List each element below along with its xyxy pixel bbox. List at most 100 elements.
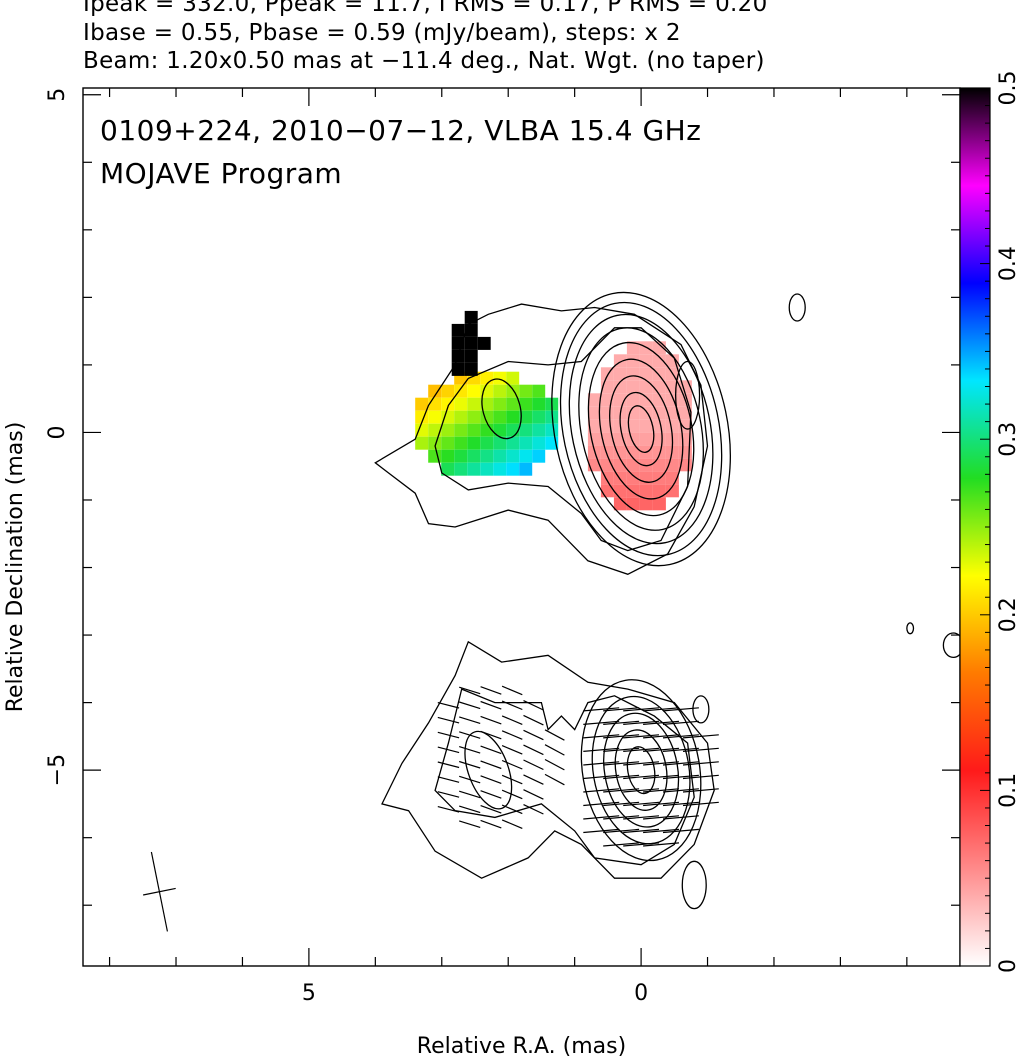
evpa-vector (501, 789, 523, 800)
evpa-vector (682, 788, 719, 793)
evpa-vector (544, 744, 565, 756)
pol-fraction-pixel (626, 484, 640, 498)
header-line-1: Ipeak = 332.0, Ppeak = 11.7, I RMS = 0.1… (83, 0, 768, 17)
pol-fraction-pixel (652, 484, 666, 498)
pol-fraction-pixel (506, 423, 520, 437)
evpa-vector (583, 788, 620, 793)
core-contour (609, 375, 674, 483)
pol-fraction-pixel (467, 384, 481, 398)
evpa-vector (583, 828, 620, 834)
pol-fraction-pixel (652, 497, 666, 511)
colorbar-tick-label: 0.1 (996, 773, 1021, 808)
pol-fraction-pixel (467, 436, 481, 450)
evpa-vector (437, 761, 460, 769)
evpa-vector (643, 761, 680, 766)
pol-fraction-pixel (480, 384, 494, 398)
evpa-vector (623, 842, 660, 847)
evpa-vector (523, 714, 544, 726)
plot-title-line-1: 0109+224, 2010−07−12, VLBA 15.4 GHz (100, 114, 701, 147)
pol-fraction-pixel (506, 449, 520, 463)
pol-fraction-pixel (639, 419, 653, 433)
evpa-vector (523, 729, 544, 741)
evpa-vector (501, 715, 523, 725)
evpa-vector (501, 804, 523, 815)
pol-fraction-pixel (639, 497, 653, 511)
pol-fraction-pixel (626, 419, 640, 433)
evpa-vector (623, 788, 660, 793)
pol-fraction-pixel (415, 397, 429, 411)
pol-fraction-pixel (532, 410, 546, 424)
colorbar-tick-label: 0.5 (996, 71, 1021, 106)
pol-fraction-pixel (652, 458, 666, 472)
pol-fraction-pixel (639, 432, 653, 446)
evpa-vector (662, 761, 699, 766)
isolated-contour (674, 360, 701, 430)
pol-fraction-pixel (519, 410, 533, 424)
colorbar-tick-label: 0.3 (996, 422, 1021, 457)
evpa-vector (603, 842, 640, 847)
evpa-vector (623, 828, 660, 834)
pol-fraction-pixel (600, 432, 614, 446)
core-contour (619, 391, 663, 467)
pol-fraction-pixel (477, 336, 491, 350)
pol-fraction-pixel (600, 458, 614, 472)
pol-fraction-pixel (639, 406, 653, 420)
pol-fraction-pixel (454, 397, 468, 411)
evpa-vector (583, 707, 620, 712)
pol-fraction-pixel (519, 436, 533, 450)
pol-fraction-pixel (480, 462, 494, 476)
pol-fraction-pixel (532, 423, 546, 437)
pol-fraction-pixel (451, 323, 465, 337)
pol-fraction-pixel (626, 393, 640, 407)
pol-fraction-pixel (587, 419, 601, 433)
pol-fraction-pixel (493, 397, 507, 411)
y-tick-label: 5 (45, 88, 70, 102)
pol-fraction-pixel (415, 436, 429, 450)
pol-fraction-pixel (454, 410, 468, 424)
evpa-vector (437, 731, 460, 739)
pol-fraction-pixel (600, 419, 614, 433)
evpa-vector (480, 745, 502, 755)
pol-fraction-pixel (480, 371, 494, 385)
evpa-vector (643, 747, 680, 752)
pol-fraction-pixel (652, 406, 666, 420)
evpa-vector (459, 820, 481, 828)
lower-core-contour (626, 746, 656, 795)
evpa-vector (583, 774, 620, 780)
pol-fraction-pixel (454, 462, 468, 476)
evpa-vector (480, 760, 502, 770)
pol-fraction-pixel (639, 380, 653, 394)
pol-fraction-pixel (506, 436, 520, 450)
evpa-vector (603, 761, 640, 766)
evpa-vector (623, 747, 660, 752)
x-axis-label: Relative R.A. (mas) (417, 1034, 626, 1059)
evpa-vector (662, 747, 699, 752)
x-tick-label: 5 (302, 981, 316, 1006)
lower-core-contour (603, 712, 680, 828)
evpa-vector (623, 761, 660, 766)
evpa-vector (459, 790, 481, 799)
pol-fraction-pixel (600, 406, 614, 420)
pol-fraction-pixel (626, 367, 640, 381)
evpa-vector (643, 788, 680, 793)
pol-fraction-pixel (519, 384, 533, 398)
y-axis-label: Relative Declination (mas) (3, 422, 28, 713)
evpa-vector (480, 819, 502, 829)
evpa-vector (501, 759, 523, 770)
evpa-vector (459, 716, 481, 724)
evpa-vector (583, 734, 620, 739)
pol-fraction-pixel (506, 462, 520, 476)
pol-fraction-pixel (480, 449, 494, 463)
pol-fraction-pixel (600, 484, 614, 498)
pol-fraction-pixel (464, 336, 478, 350)
pol-fraction-pixel (600, 445, 614, 459)
evpa-vector (623, 720, 660, 725)
beam-minor-axis (143, 887, 176, 896)
evpa-vector (544, 758, 565, 771)
evpa-vector (603, 774, 640, 780)
evpa-vector (501, 700, 523, 711)
pol-fraction-pixel (493, 436, 507, 450)
evpa-vector (643, 801, 680, 807)
evpa-vector (643, 707, 680, 712)
